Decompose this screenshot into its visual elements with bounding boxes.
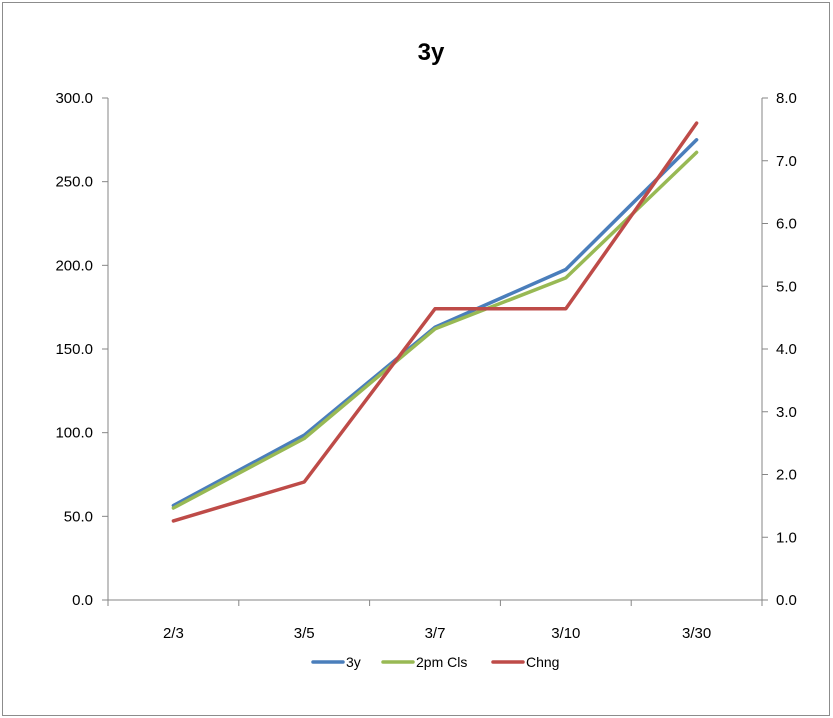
x-tick-label: 3/7 (425, 625, 446, 642)
x-tick-label: 2/3 (163, 625, 184, 642)
y-right-tick-label: 3.0 (776, 404, 797, 421)
series-line-2pm-cls (171, 150, 699, 510)
legend-label-chng: Chng (526, 654, 559, 670)
y-left-tick-label: 300.0 (55, 90, 93, 107)
y-left-tick-label: 100.0 (55, 425, 93, 442)
y-right-tick-label: 1.0 (776, 529, 797, 546)
series-line-3y (171, 138, 699, 508)
y-left-tick-label: 50.0 (64, 508, 93, 525)
legend-label-3y: 3y (346, 654, 361, 670)
y-right-tick-label: 7.0 (776, 153, 797, 170)
x-tick-label: 3/10 (551, 625, 580, 642)
y-right-tick-label: 2.0 (776, 467, 797, 484)
y-left-tick-label: 200.0 (55, 257, 93, 274)
x-tick-label: 3/30 (682, 625, 711, 642)
x-tick-label: 3/5 (294, 625, 315, 642)
y-left-tick-label: 0.0 (72, 592, 93, 609)
chart-title: 3y (418, 39, 445, 66)
series-line-chng (171, 121, 699, 523)
y-right-tick-label: 4.0 (776, 341, 797, 358)
y-right-tick-label: 8.0 (776, 90, 797, 107)
y-left-tick-label: 250.0 (55, 174, 93, 191)
y-right-tick-label: 5.0 (776, 278, 797, 295)
legend: 3y 2pm Cls Chng (311, 654, 559, 670)
legend-label-2pm-cls: 2pm Cls (416, 654, 467, 670)
series-lines (171, 121, 699, 523)
y-left-tick-label: 150.0 (55, 341, 93, 358)
y-right-tick-label: 0.0 (776, 592, 797, 609)
y-right-tick-label: 6.0 (776, 216, 797, 233)
axes: 0.0 50.0 100.0 150.0 200.0 250.0 300.0 0.0 1.0 2.… (55, 90, 796, 642)
